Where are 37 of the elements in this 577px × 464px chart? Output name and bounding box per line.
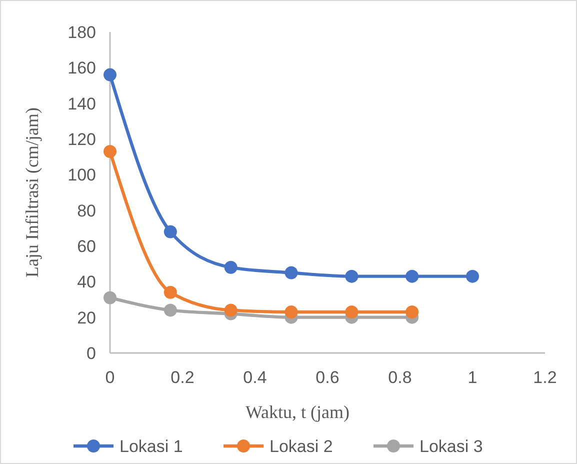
legend-label: Lokasi 3	[420, 436, 483, 456]
y-axis-title: Laju Infiltrasi (cm/jam)	[22, 108, 42, 278]
point	[224, 304, 238, 317]
point	[104, 68, 116, 82]
point	[164, 225, 177, 238]
x-tick-label: 0.6	[316, 368, 340, 387]
legend-label: Lokasi 1	[120, 436, 183, 456]
point	[164, 304, 177, 317]
point	[345, 305, 358, 318]
y-tick-label: 60	[77, 236, 96, 256]
x-tick-label: 1	[468, 368, 478, 387]
y-tick-label: 140	[68, 94, 96, 114]
y-tick-label: 80	[77, 201, 96, 220]
y-tick-label: 20	[77, 308, 96, 328]
x-tick-label: 0	[105, 368, 115, 387]
point	[104, 144, 116, 158]
point	[164, 286, 177, 299]
x-axis-title: Waktu, t (jam)	[245, 402, 350, 422]
legend-label: Lokasi 2	[270, 436, 333, 456]
y-tick-label: 100	[68, 166, 96, 185]
point	[466, 270, 479, 283]
y-tick-label: 120	[68, 130, 96, 149]
y-tick-label: 160	[68, 58, 96, 78]
y-tick-label: 0	[86, 344, 96, 363]
y-tick-label: 40	[77, 272, 96, 292]
point	[284, 266, 298, 280]
point	[224, 260, 238, 274]
point	[284, 305, 298, 318]
point	[104, 291, 116, 304]
x-tick-label: 1.2	[533, 368, 557, 387]
point	[406, 270, 419, 283]
x-tick-label: 0.4	[243, 368, 267, 387]
point	[345, 270, 358, 283]
x-tick-label: 0.8	[388, 368, 412, 387]
y-tick-label: 180	[68, 22, 96, 42]
x-tick-label: 0.2	[170, 368, 194, 387]
point	[406, 305, 419, 318]
